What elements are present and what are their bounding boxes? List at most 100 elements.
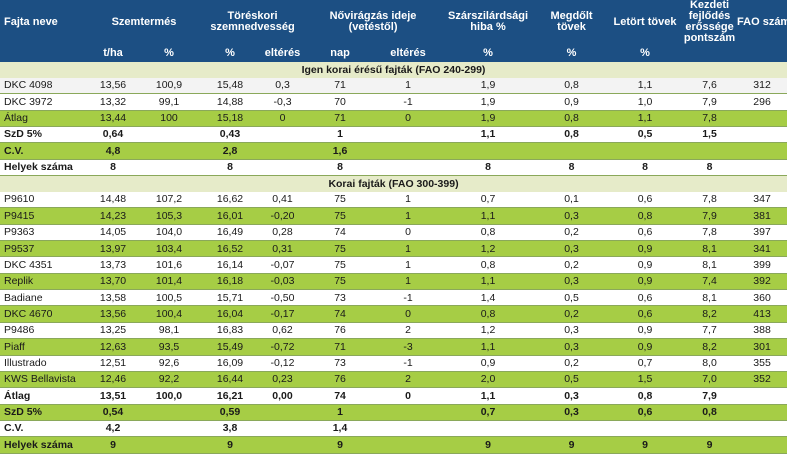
table-cell: 0,8 xyxy=(441,256,536,274)
table-cell: 8 xyxy=(88,159,138,177)
table-cell: 1,1 xyxy=(441,387,536,405)
table-cell xyxy=(737,420,787,438)
table-cell xyxy=(737,126,787,144)
table-cell: 8,1 xyxy=(682,256,738,274)
table-cell xyxy=(260,142,306,160)
table-cell: 14,23 xyxy=(88,207,138,225)
table-cell: 9 xyxy=(682,436,738,454)
table-cell: 8 xyxy=(441,159,536,177)
table-cell: 92,2 xyxy=(138,371,201,389)
row-label: C.V. xyxy=(0,142,88,160)
table-cell: 15,49 xyxy=(200,338,261,356)
unit-pct: % xyxy=(608,44,683,62)
table-cell: 0,00 xyxy=(260,387,306,405)
table-cell: 0,3 xyxy=(535,387,609,405)
table-cell: 7,6 xyxy=(682,78,738,95)
table-cell xyxy=(682,420,738,438)
table-row: C.V. 4,2 3,8 1,4 xyxy=(0,420,787,438)
unit-elteres: eltérés xyxy=(260,44,306,62)
table-cell: 16,21 xyxy=(200,387,261,405)
table-cell: 7,8 xyxy=(682,110,738,128)
table-cell: 1,1 xyxy=(608,78,683,95)
row-label: P9610 xyxy=(0,192,88,209)
table-cell: 73 xyxy=(305,355,376,372)
table-cell: 0,2 xyxy=(535,305,609,323)
table-cell: 0,59 xyxy=(200,404,261,421)
table-cell: 8,2 xyxy=(682,305,738,323)
table-row: DKC 3972 13,32 99,1 14,88 -0,3 70 -1 1,9 0,9 1,0 7… xyxy=(0,93,787,111)
table-cell xyxy=(441,142,536,160)
table-row: Piaff 12,63 93,5 15,49 -0,72 71 -3 1,1 0,3 0,9 8,2… xyxy=(0,338,787,356)
table-cell: 13,73 xyxy=(88,256,138,274)
table-cell xyxy=(682,142,738,160)
col-fajta-neve: Fajta neve xyxy=(0,0,88,44)
col-kezdeti: Kezdeti fejlődés erőssége pontszám xyxy=(682,0,738,44)
table-cell: 399 xyxy=(737,256,787,274)
table-cell: 105,3 xyxy=(138,207,201,225)
table-row: Replik 13,70 101,4 16,18 -0,03 75 1 1,1 0,3 0,9 7,… xyxy=(0,273,787,291)
table-cell: 9 xyxy=(200,436,261,454)
table-cell: 8 xyxy=(200,159,261,177)
table-row: KWS Bellavista 12,46 92,2 16,44 0,23 76 2 2,0 0,… xyxy=(0,371,787,389)
table-row: SzD 5% 0,54 0,59 1 0,7 0,3 0,6 0,8 xyxy=(0,404,787,421)
table-cell: 1,1 xyxy=(441,273,536,291)
table-cell: 0,9 xyxy=(608,273,683,291)
table-row: C.V. 4,8 2,8 1,6 xyxy=(0,142,787,160)
table-cell: 352 xyxy=(737,371,787,389)
table-cell: 76 xyxy=(305,371,376,389)
table-cell: -1 xyxy=(375,355,442,372)
table-cell xyxy=(138,126,201,144)
table-cell: 0,5 xyxy=(535,289,609,307)
row-label: C.V. xyxy=(0,420,88,438)
table-cell xyxy=(737,404,787,421)
table-cell: -0,50 xyxy=(260,289,306,307)
table-cell: 7,8 xyxy=(682,192,738,209)
table-cell: 0,8 xyxy=(535,78,609,95)
table-cell: 13,56 xyxy=(88,78,138,95)
table-cell: 74 xyxy=(305,387,376,405)
col-letort: Letört tövek xyxy=(608,0,683,44)
row-label: DKC 4098 xyxy=(0,78,88,95)
row-label: Badiane xyxy=(0,289,88,307)
table-cell: 0,3 xyxy=(535,273,609,291)
table-cell xyxy=(260,159,306,177)
row-label: SzD 5% xyxy=(0,404,88,421)
col-toreskori: Töréskori szemnedvesség xyxy=(200,0,306,44)
table-cell: 0,8 xyxy=(441,305,536,323)
table-cell: 0,7 xyxy=(441,404,536,421)
section-heading-korai: Korai fajták (FAO 300-399) xyxy=(0,175,787,193)
table-cell: 4,8 xyxy=(88,142,138,160)
table-cell: 71 xyxy=(305,78,376,95)
row-label: Helyek száma xyxy=(0,159,88,177)
table-cell xyxy=(375,436,442,454)
section-heading-early: Igen korai érésű fajták (FAO 240-299) xyxy=(0,62,787,78)
table-cell xyxy=(608,142,683,160)
table-cell: 0 xyxy=(375,387,442,405)
units-row: t/ha % % eltérés nap eltérés % % % xyxy=(0,44,787,62)
table-row: Átlag 13,51 100,0 16,21 0,00 74 0 1,1 0,3 0,8 7,9 xyxy=(0,387,787,405)
table-cell: 13,32 xyxy=(88,93,138,111)
table-cell: 16,04 xyxy=(200,305,261,323)
table-cell: 1,5 xyxy=(682,126,738,144)
table-cell: 0,2 xyxy=(535,224,609,242)
table-cell: -0,72 xyxy=(260,338,306,356)
table-cell: 1,1 xyxy=(608,110,683,128)
table-cell: 1,9 xyxy=(441,110,536,128)
table-cell: 1,9 xyxy=(441,93,536,111)
table-cell: 71 xyxy=(305,338,376,356)
table-cell: 7,7 xyxy=(682,322,738,340)
table-cell: 1 xyxy=(375,256,442,274)
table-cell: 9 xyxy=(441,436,536,454)
table-cell: 16,44 xyxy=(200,371,261,389)
table-cell: 101,4 xyxy=(138,273,201,291)
table-cell: 381 xyxy=(737,207,787,225)
table-cell: 0,7 xyxy=(608,355,683,372)
table-row: P9610 14,48 107,2 16,62 0,41 75 1 0,7 0,1 0,6 7,8 3… xyxy=(0,192,787,209)
table-cell: 0,3 xyxy=(535,338,609,356)
col-fao: FAO szám xyxy=(737,0,787,44)
table-cell: 0,3 xyxy=(535,240,609,258)
table-cell: 104,0 xyxy=(138,224,201,242)
table-cell xyxy=(138,420,201,438)
table-cell: 74 xyxy=(305,305,376,323)
